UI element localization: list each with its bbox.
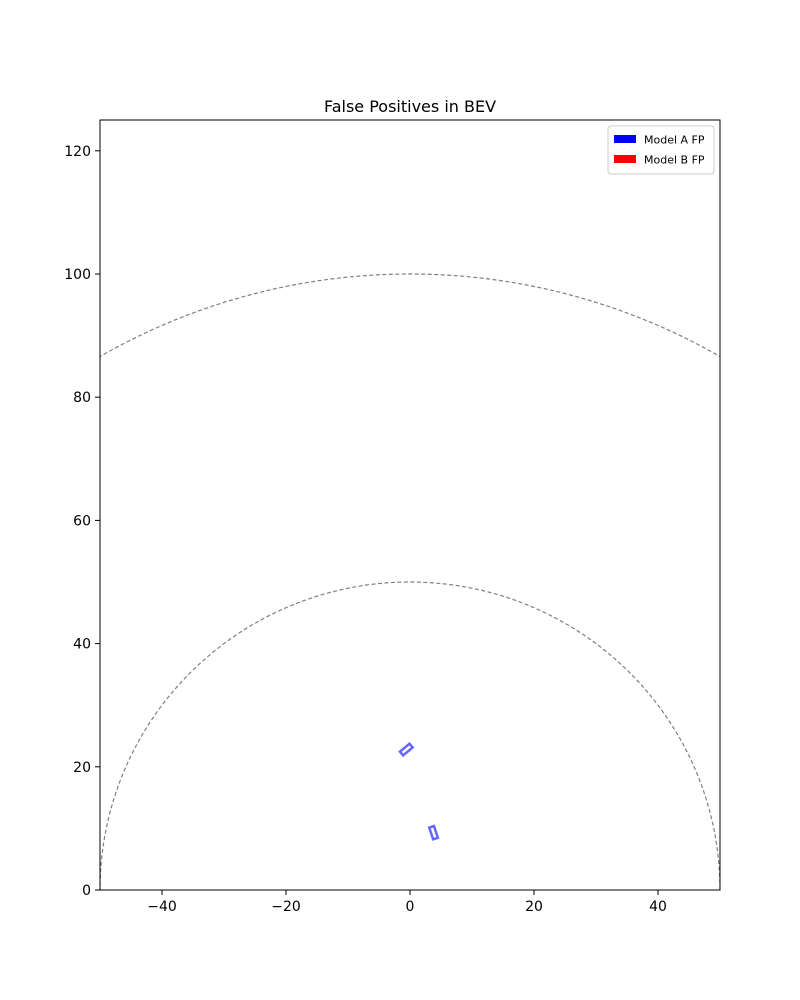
plot-area <box>100 273 720 890</box>
y-tick-label: 60 <box>73 513 91 529</box>
x-tick-label: −40 <box>147 899 177 915</box>
range-ring-50 <box>100 581 720 890</box>
y-tick-label: 120 <box>64 144 91 160</box>
y-tick-label: 80 <box>73 390 91 406</box>
legend-swatch <box>614 155 636 163</box>
y-tick-label: 0 <box>82 883 91 899</box>
fp-box <box>398 741 415 758</box>
legend-label: Model B FP <box>644 154 705 167</box>
x-tick-label: 20 <box>525 899 543 915</box>
range-ring-100 <box>100 273 720 358</box>
axes-frame <box>99 119 721 891</box>
y-tick-label: 40 <box>73 637 91 653</box>
x-tick-label: 40 <box>649 899 667 915</box>
y-tick-label: 100 <box>64 267 91 283</box>
fp-box <box>427 824 440 841</box>
x-tick-label: 0 <box>406 899 415 915</box>
legend-label: Model A FP <box>644 134 705 147</box>
x-tick-label: −20 <box>271 899 301 915</box>
chart-title: False Positives in BEV <box>324 97 496 116</box>
legend-swatch <box>614 135 636 143</box>
axes: −40 −20 0 20 40 0 20 40 60 80 100 120 <box>64 119 721 915</box>
legend: Model A FP Model B FP <box>607 125 715 175</box>
y-tick-label: 20 <box>73 760 91 776</box>
